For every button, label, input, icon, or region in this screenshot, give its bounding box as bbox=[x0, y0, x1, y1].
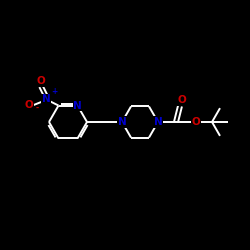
Text: O: O bbox=[178, 95, 186, 105]
Text: +: + bbox=[51, 87, 57, 96]
Text: N: N bbox=[42, 94, 50, 104]
Text: O: O bbox=[24, 100, 33, 110]
Text: O: O bbox=[192, 117, 200, 127]
Text: N: N bbox=[73, 100, 82, 110]
Text: N: N bbox=[154, 117, 162, 127]
Text: N: N bbox=[118, 117, 126, 127]
Text: -: - bbox=[36, 104, 39, 113]
Text: O: O bbox=[36, 76, 45, 86]
